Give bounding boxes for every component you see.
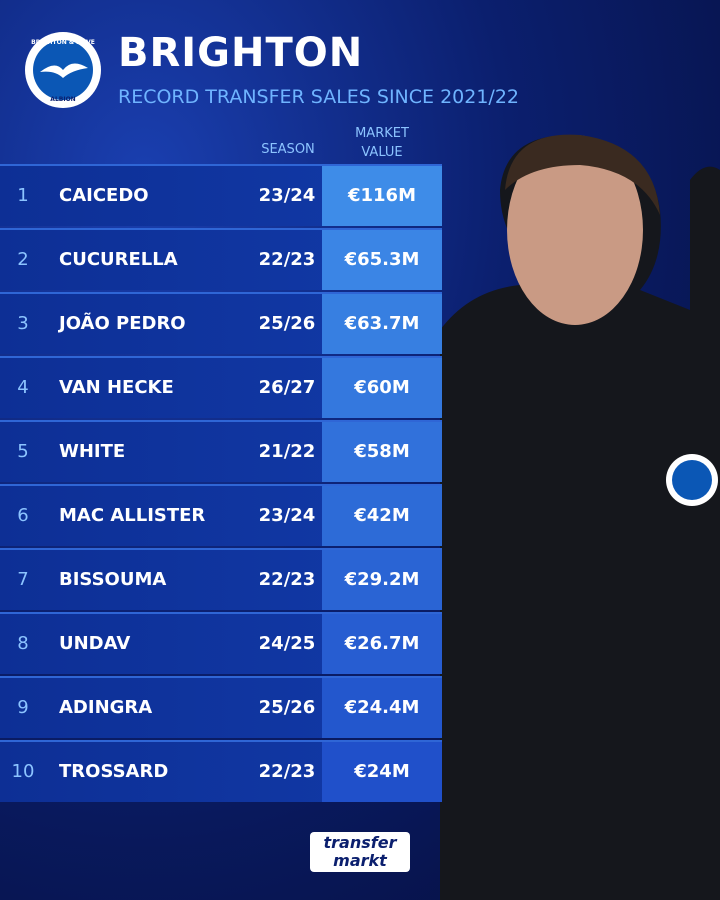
title: BRIGHTON (118, 30, 364, 76)
player-name: TROSSARD (59, 761, 169, 782)
market-value: €65.3M (322, 230, 442, 290)
rank: 4 (17, 377, 29, 398)
season: 21/22 (258, 441, 316, 462)
market-value: €24.4M (322, 678, 442, 738)
market-value: €63.7M (322, 294, 442, 354)
player-name: ADINGRA (59, 697, 153, 718)
crest-inner (672, 460, 712, 500)
market-value: €24M (322, 742, 442, 802)
season: 23/24 (258, 505, 316, 526)
brand-logo: transfer markt (310, 832, 410, 872)
table-row: 3 JOÃO PEDRO 25/26 €63.7M (0, 292, 442, 354)
table-row: 9 ADINGRA 25/26 €24.4M (0, 676, 442, 738)
table-row: 7 BISSOUMA 22/23 €29.2M (0, 548, 442, 610)
rank: 2 (17, 249, 29, 270)
market-value: €60M (322, 358, 442, 418)
table-row: 8 UNDAV 24/25 €26.7M (0, 612, 442, 674)
coach-hair (505, 134, 660, 215)
player-name: CAICEDO (59, 185, 149, 206)
player-name: BISSOUMA (59, 569, 167, 590)
table-row: 5 WHITE 21/22 €58M (0, 420, 442, 482)
rank: 5 (17, 441, 29, 462)
season: 22/23 (258, 569, 316, 590)
table-row: 10 TROSSARD 22/23 €24M (0, 740, 442, 802)
season: 26/27 (258, 377, 316, 398)
brand-bottom: markt (333, 851, 387, 870)
brand-top: transfer (323, 833, 397, 852)
rank: 10 (11, 761, 35, 782)
market-value: €116M (322, 166, 442, 226)
rank: 7 (17, 569, 29, 590)
season: 25/26 (258, 697, 316, 718)
player-name: CUCURELLA (59, 249, 178, 270)
rank: 1 (17, 185, 29, 206)
subtitle: RECORD TRANSFER SALES SINCE 2021/22 (118, 86, 520, 108)
season: 24/25 (258, 633, 316, 654)
rank: 3 (17, 313, 29, 334)
rank: 9 (17, 697, 29, 718)
market-value: €29.2M (322, 550, 442, 610)
coach-face (507, 135, 643, 325)
logo-top: BRIGHTON & HOVE (31, 39, 95, 46)
rank: 6 (17, 505, 29, 526)
market-value: €26.7M (322, 614, 442, 674)
market-value: €58M (322, 422, 442, 482)
season: 23/24 (258, 185, 316, 206)
player-name: JOÃO PEDRO (59, 313, 186, 334)
column-header: SEASON (261, 142, 315, 157)
player-name: UNDAV (59, 633, 131, 654)
logo-bottom: ALBION (50, 96, 75, 103)
season: 25/26 (258, 313, 316, 334)
table-row: 2 CUCURELLA 22/23 €65.3M (0, 228, 442, 290)
coach-silhouette (440, 135, 720, 900)
season: 22/23 (258, 249, 316, 270)
rank: 8 (17, 633, 29, 654)
market-value: €42M (322, 486, 442, 546)
column-header: MARKET VALUE (355, 126, 409, 160)
table-row: 6 MAC ALLISTER 23/24 €42M (0, 484, 442, 546)
table-row: 1 CAICEDO 23/24 €116M (0, 164, 442, 226)
logo-bird (40, 63, 88, 78)
player-name: WHITE (59, 441, 126, 462)
player-name: MAC ALLISTER (59, 505, 206, 526)
season: 22/23 (258, 761, 316, 782)
table-row: 4 VAN HECKE 26/27 €60M (0, 356, 442, 418)
player-name: VAN HECKE (59, 377, 174, 398)
